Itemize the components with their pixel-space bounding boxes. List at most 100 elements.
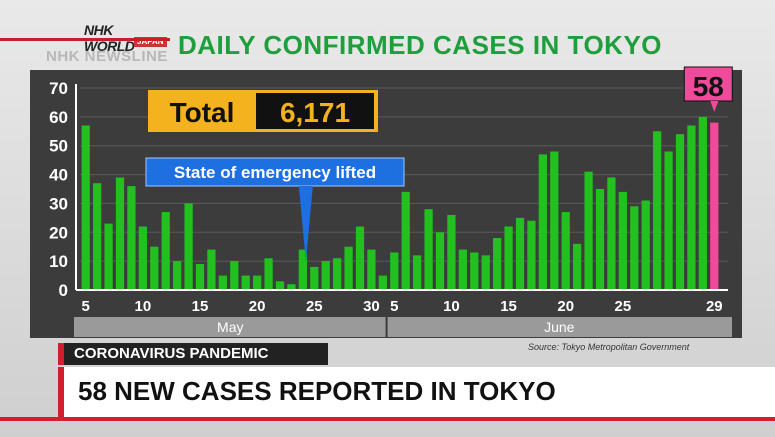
- bar: [81, 125, 90, 290]
- nhk-world-logo: NHK WORLD JAPAN: [46, 22, 167, 54]
- month-label-may: May: [217, 319, 243, 335]
- y-tick-label: 20: [49, 223, 68, 242]
- bar: [93, 183, 102, 290]
- source-note: Source: Tokyo Metropolitan Government: [528, 342, 690, 352]
- bar: [653, 131, 662, 290]
- bar: [664, 151, 673, 290]
- bar: [458, 249, 467, 290]
- x-tick-label: 15: [192, 298, 209, 315]
- bar: [127, 186, 136, 290]
- bar: [595, 189, 605, 290]
- y-tick-label: 60: [49, 108, 68, 127]
- bar: [161, 212, 170, 290]
- bar: [470, 252, 479, 290]
- bar: [207, 249, 216, 290]
- bar: [573, 243, 582, 290]
- headline: 58 NEW CASES REPORTED IN TOKYO: [78, 376, 556, 406]
- x-tick-label: 29: [706, 298, 723, 315]
- x-tick-label: 5: [390, 298, 398, 315]
- bar: [698, 116, 707, 290]
- month-band-june: [387, 317, 732, 337]
- lower-third: 58 NEW CASES REPORTED IN TOKYO: [58, 367, 775, 417]
- y-tick-label: 40: [49, 166, 68, 185]
- bar: [675, 134, 685, 290]
- bar: [287, 284, 296, 290]
- total-label: Total: [170, 97, 235, 128]
- program-name: NHK NEWSLINE: [46, 48, 168, 65]
- bar: [493, 238, 502, 290]
- logo-underline: [0, 38, 170, 41]
- bar: [138, 226, 147, 290]
- bar: [630, 206, 639, 290]
- bar: [527, 220, 536, 290]
- x-tick-label: 5: [82, 298, 90, 315]
- bar: [367, 249, 376, 290]
- bar: [390, 252, 399, 290]
- bar: [184, 203, 193, 290]
- month-band-may: [74, 317, 386, 337]
- logo-text: NHK WORLD: [84, 22, 135, 54]
- x-tick-label: 10: [135, 298, 152, 315]
- bar: [515, 217, 525, 290]
- bar: [618, 191, 627, 290]
- bar: [538, 154, 547, 290]
- bar: [710, 122, 719, 290]
- annotation-box: [145, 157, 405, 187]
- logo-sub: JAPAN: [134, 37, 167, 47]
- bar: [333, 258, 342, 290]
- latest-value-text: 58: [693, 71, 724, 102]
- x-tick-label: 15: [500, 298, 517, 315]
- bar: [104, 223, 113, 290]
- total-value-bg: [256, 93, 374, 129]
- total-value: 6,171: [280, 97, 350, 128]
- bar: [150, 246, 159, 290]
- bar: [504, 226, 513, 290]
- latest-value-pointer: [710, 101, 719, 112]
- bar: [355, 226, 365, 290]
- bottom-accent-bar: [0, 417, 775, 421]
- bar: [275, 281, 285, 290]
- bar: [264, 258, 273, 290]
- bar: [321, 261, 330, 290]
- bar: [481, 255, 490, 290]
- bar: [173, 261, 182, 290]
- x-tick-label: 20: [557, 298, 574, 315]
- latest-value-badge: [683, 66, 733, 102]
- bar: [607, 177, 616, 290]
- y-tick-label: 0: [59, 281, 68, 300]
- annotation-pointer: [298, 186, 313, 262]
- bar: [195, 264, 205, 290]
- y-tick-label: 30: [49, 194, 68, 213]
- chart-title: DAILY CONFIRMED CASES IN TOKYO: [178, 30, 663, 60]
- x-tick-label: 30: [363, 298, 380, 315]
- y-tick-label: 50: [49, 137, 68, 156]
- topic-tag: CORONAVIRUS PANDEMIC: [58, 343, 328, 365]
- bar: [641, 200, 650, 290]
- bar: [413, 255, 422, 290]
- x-tick-label: 10: [443, 298, 460, 315]
- bar: [584, 171, 593, 290]
- bar: [561, 212, 570, 290]
- annotation-text: State of emergency lifted: [174, 163, 376, 182]
- bar: [401, 191, 410, 290]
- bar: [550, 151, 559, 290]
- month-label-june: June: [544, 319, 575, 335]
- bar: [435, 232, 445, 290]
- y-tick-label: 70: [49, 79, 68, 98]
- bar: [378, 275, 387, 290]
- x-tick-label: 20: [249, 298, 266, 315]
- bar: [310, 266, 319, 290]
- bar: [230, 261, 239, 290]
- bar: [298, 249, 307, 290]
- x-tick-label: 25: [306, 298, 323, 315]
- bar: [218, 275, 227, 290]
- bar: [115, 177, 125, 290]
- bar: [687, 125, 696, 290]
- y-tick-label: 10: [49, 252, 68, 271]
- bar: [344, 246, 353, 290]
- bar: [253, 275, 262, 290]
- bar: [447, 214, 456, 290]
- bar: [424, 209, 433, 290]
- x-tick-label: 25: [615, 298, 632, 315]
